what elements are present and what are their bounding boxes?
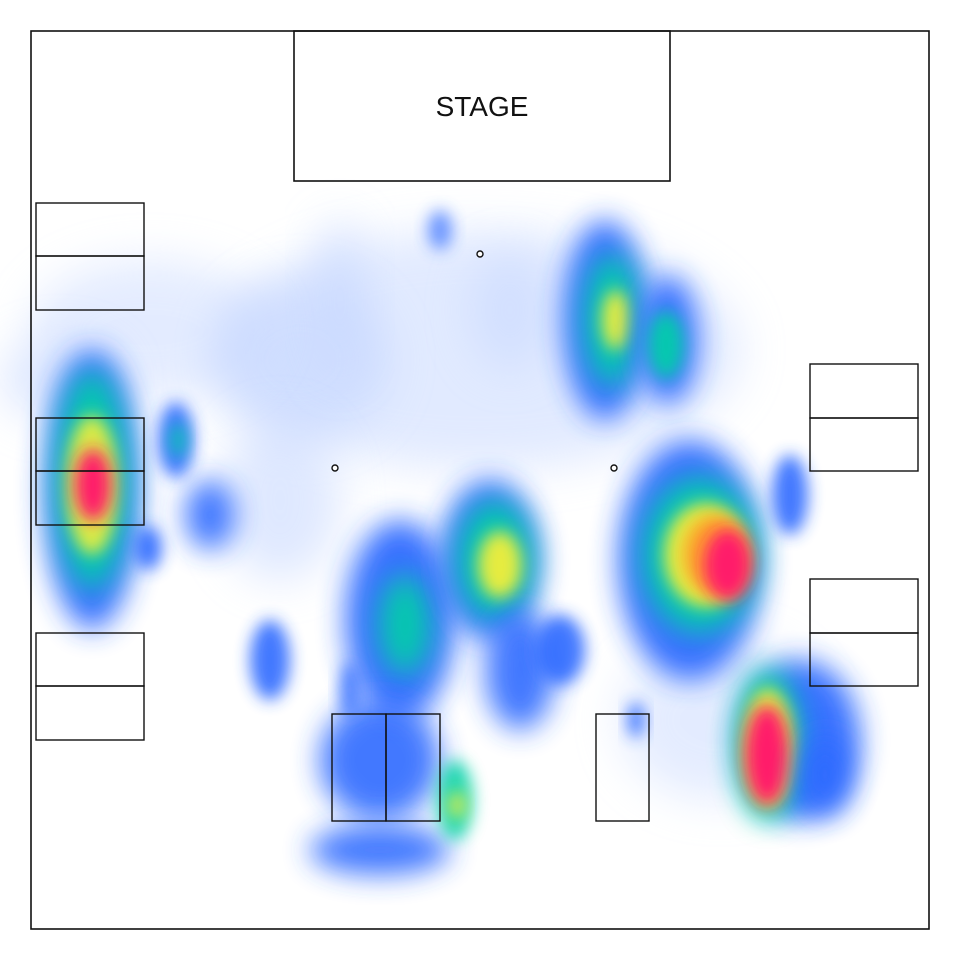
left-booths — [35, 202, 145, 741]
booth-right-1b — [809, 417, 919, 472]
heat-spot-18 — [250, 620, 290, 700]
heat-spot-8 — [220, 420, 340, 580]
heat-spot-30 — [535, 615, 585, 685]
bottom-tables — [331, 713, 650, 822]
heat-spot-13 — [75, 449, 111, 521]
booth-left-1b — [35, 255, 145, 311]
heat-spot-21 — [320, 700, 440, 820]
booth-right-2a — [809, 578, 919, 634]
booth-right-2b — [809, 632, 919, 687]
pillars — [331, 250, 618, 472]
pillar-right — [610, 464, 618, 472]
heat-spot-42 — [772, 455, 808, 535]
heat-spot-47 — [800, 735, 850, 815]
heat-spot-34 — [602, 290, 630, 350]
heat-spot-4 — [315, 220, 365, 380]
heat-spot-17 — [134, 526, 162, 570]
heat-spot-15 — [170, 422, 186, 458]
pillar-top — [476, 250, 484, 258]
heat-spot-41 — [704, 529, 752, 601]
heat-spot-31 — [628, 702, 644, 738]
heat-spot-36 — [648, 311, 684, 379]
booth-left-3b — [35, 685, 145, 741]
booth-left-1a — [35, 202, 145, 257]
heatmap-layer — [0, 210, 860, 875]
heat-spot-46 — [745, 705, 789, 805]
heat-spot-22 — [310, 825, 450, 875]
stage-area — [293, 30, 671, 182]
pillar-left — [331, 464, 339, 472]
table-bottom-left-b — [385, 713, 441, 822]
heat-spot-5 — [470, 250, 550, 370]
right-booths — [809, 363, 919, 687]
heat-spot-28 — [478, 531, 522, 599]
heat-spot-20 — [379, 575, 431, 675]
booth-left-3a — [35, 632, 145, 687]
heat-spot-24 — [449, 791, 465, 819]
booth-right-1a — [809, 363, 919, 419]
booth-left-2b — [35, 470, 145, 526]
table-bottom-right — [595, 713, 650, 822]
stage: STAGE — [293, 30, 671, 182]
stage-label: STAGE — [436, 91, 529, 122]
heat-spot-16 — [185, 480, 235, 550]
heat-spot-6 — [428, 210, 452, 250]
heat-spot-25 — [340, 662, 360, 718]
